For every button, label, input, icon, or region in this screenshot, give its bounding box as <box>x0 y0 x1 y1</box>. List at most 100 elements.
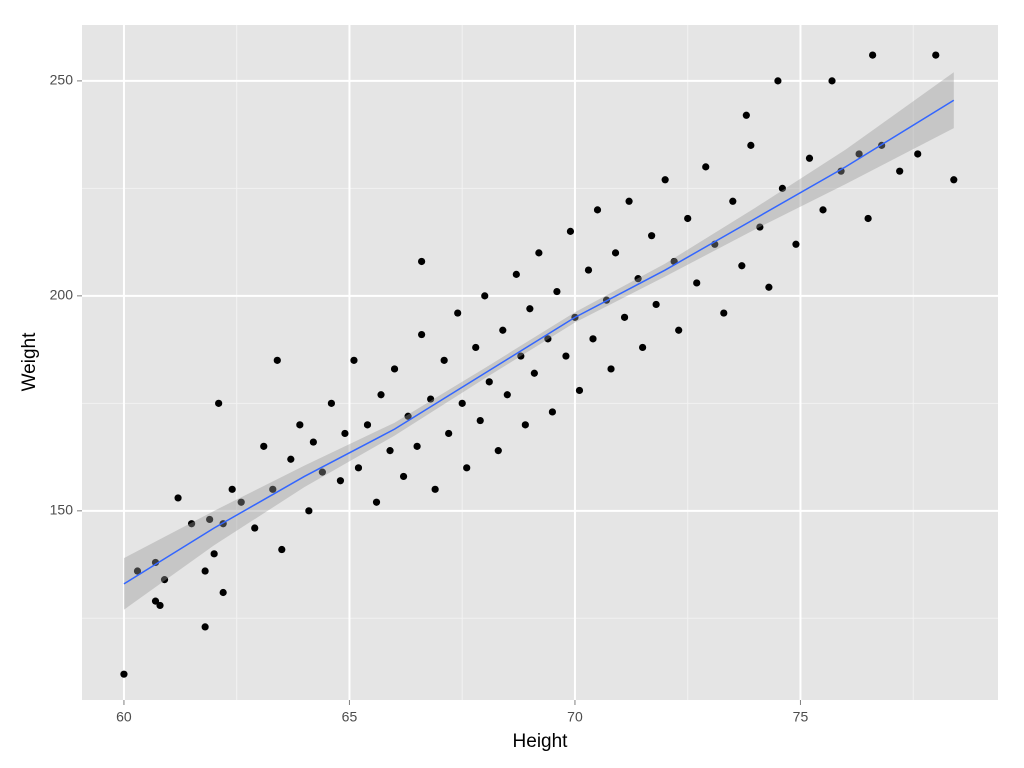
confidence-band <box>123 72 954 610</box>
point <box>399 472 408 481</box>
panel <box>82 25 998 700</box>
point <box>160 576 169 584</box>
point <box>219 588 227 597</box>
point <box>747 141 755 149</box>
y-tick-label: 250 <box>50 72 74 88</box>
point <box>201 623 209 631</box>
point <box>206 515 214 524</box>
point <box>805 154 814 162</box>
point <box>499 326 507 334</box>
point <box>855 150 863 158</box>
point <box>350 356 358 364</box>
point <box>530 369 538 377</box>
point <box>133 567 142 575</box>
point <box>372 498 381 506</box>
point <box>445 429 453 438</box>
x-tick-label: 75 <box>793 709 809 725</box>
point <box>336 477 345 485</box>
point <box>386 447 394 455</box>
point <box>584 266 593 274</box>
point <box>819 206 827 214</box>
point <box>639 343 647 352</box>
point <box>837 167 845 175</box>
point <box>296 421 304 429</box>
point <box>828 77 836 85</box>
point <box>932 51 940 59</box>
point <box>273 356 281 364</box>
point <box>589 335 597 343</box>
point <box>485 378 493 386</box>
point <box>720 309 728 317</box>
x-tick-label: 60 <box>116 709 132 725</box>
point <box>693 279 701 287</box>
point <box>151 558 160 567</box>
point <box>201 567 209 575</box>
point <box>156 601 164 610</box>
point <box>756 223 764 231</box>
point <box>765 283 773 291</box>
point <box>535 249 543 257</box>
point <box>427 395 435 403</box>
y-axis-label: Weight <box>19 332 40 392</box>
x-tick-label: 70 <box>567 709 583 725</box>
point <box>251 524 259 532</box>
point <box>792 240 800 248</box>
point <box>476 416 484 425</box>
point <box>458 399 466 407</box>
point <box>269 485 277 493</box>
point <box>648 232 656 240</box>
point <box>778 184 787 192</box>
point <box>503 391 511 399</box>
point <box>305 507 313 515</box>
point <box>593 206 602 214</box>
point <box>327 399 336 407</box>
point <box>481 292 489 300</box>
point <box>174 494 182 502</box>
point <box>702 163 710 171</box>
point <box>390 365 399 373</box>
point <box>652 300 660 309</box>
point <box>521 421 529 429</box>
y-tick-label: 150 <box>50 502 74 518</box>
point <box>620 313 629 321</box>
point <box>377 391 385 399</box>
x-tick-label: 65 <box>342 709 358 725</box>
point <box>494 447 502 455</box>
point <box>418 257 426 266</box>
point <box>472 343 480 352</box>
point <box>318 468 326 476</box>
point <box>260 442 268 450</box>
point <box>566 227 575 235</box>
point <box>228 485 236 493</box>
point <box>463 464 471 472</box>
point <box>215 399 223 407</box>
point <box>729 197 737 205</box>
point <box>512 270 520 278</box>
point <box>684 214 692 223</box>
point <box>548 408 557 416</box>
point <box>611 249 620 257</box>
point <box>151 597 160 605</box>
point <box>950 176 958 184</box>
point <box>309 438 317 446</box>
point <box>575 386 584 395</box>
point <box>896 167 904 175</box>
point <box>774 77 782 85</box>
point <box>562 352 570 360</box>
x-axis-label: Height <box>513 731 569 752</box>
point <box>864 214 872 223</box>
point <box>742 111 750 119</box>
point <box>210 550 218 558</box>
point <box>625 197 633 205</box>
point <box>120 670 128 678</box>
smooth-line <box>123 99 955 585</box>
point <box>237 498 245 506</box>
point <box>634 275 642 283</box>
point <box>454 309 462 317</box>
y-tick-label: 200 <box>50 287 74 303</box>
point <box>517 352 525 360</box>
point <box>738 262 746 270</box>
point <box>553 287 561 296</box>
point <box>526 305 534 313</box>
